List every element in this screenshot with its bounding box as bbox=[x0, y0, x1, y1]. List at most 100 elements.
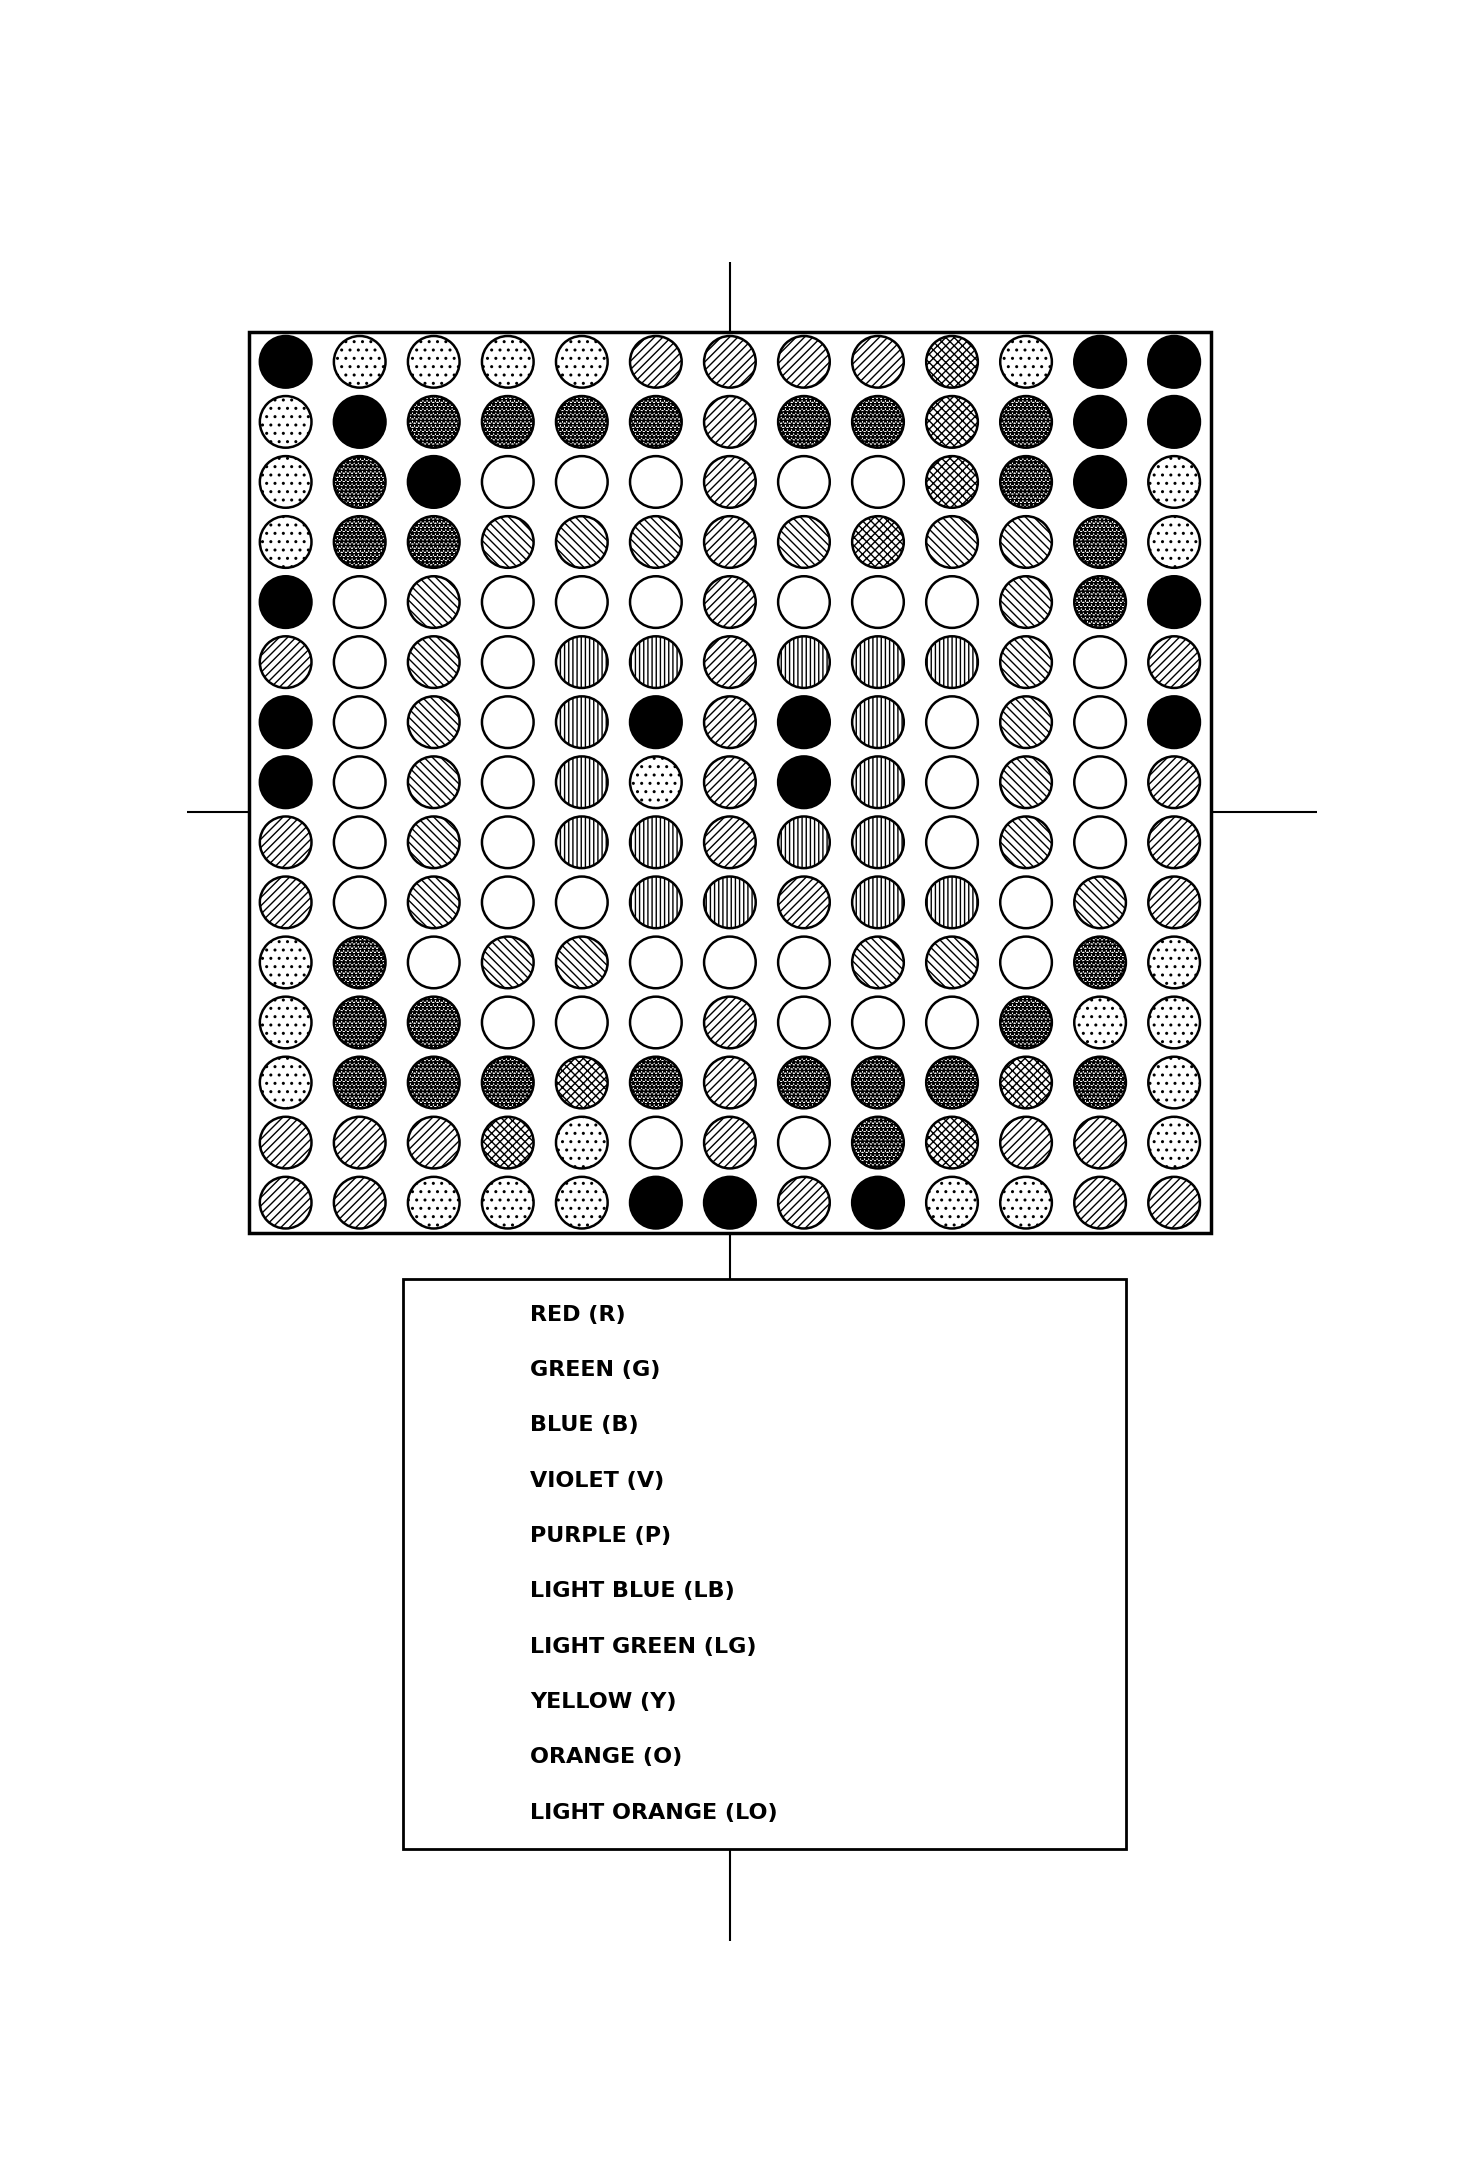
Circle shape bbox=[334, 936, 386, 988]
Circle shape bbox=[1000, 997, 1052, 1049]
Circle shape bbox=[260, 696, 311, 748]
Circle shape bbox=[629, 997, 682, 1049]
Circle shape bbox=[629, 637, 682, 687]
Circle shape bbox=[778, 1117, 830, 1169]
Text: RED (R): RED (R) bbox=[530, 1304, 625, 1324]
Circle shape bbox=[852, 816, 904, 868]
Circle shape bbox=[926, 336, 978, 388]
Circle shape bbox=[1149, 997, 1200, 1049]
Circle shape bbox=[1074, 576, 1125, 628]
Text: LIGHT GREEN (LG): LIGHT GREEN (LG) bbox=[530, 1636, 756, 1658]
Circle shape bbox=[852, 1117, 904, 1169]
Circle shape bbox=[334, 1178, 386, 1228]
Circle shape bbox=[408, 336, 459, 388]
Circle shape bbox=[1000, 877, 1052, 929]
Circle shape bbox=[852, 397, 904, 447]
Circle shape bbox=[926, 877, 978, 929]
Circle shape bbox=[1074, 517, 1125, 567]
Circle shape bbox=[852, 637, 904, 687]
Text: GREEN (G): GREEN (G) bbox=[530, 1361, 660, 1381]
Circle shape bbox=[704, 877, 756, 929]
Circle shape bbox=[260, 816, 311, 868]
Circle shape bbox=[483, 336, 534, 388]
Text: LIGHT BLUE (LB): LIGHT BLUE (LB) bbox=[530, 1581, 735, 1601]
Circle shape bbox=[483, 1058, 534, 1108]
Circle shape bbox=[1149, 576, 1200, 628]
Circle shape bbox=[1074, 816, 1125, 868]
Circle shape bbox=[1000, 456, 1052, 508]
Circle shape bbox=[1149, 816, 1200, 868]
Circle shape bbox=[556, 397, 607, 447]
Circle shape bbox=[778, 397, 830, 447]
Circle shape bbox=[556, 816, 607, 868]
Circle shape bbox=[704, 757, 756, 809]
Circle shape bbox=[926, 757, 978, 809]
Circle shape bbox=[926, 816, 978, 868]
Circle shape bbox=[447, 1459, 489, 1503]
Circle shape bbox=[1000, 1117, 1052, 1169]
Circle shape bbox=[1149, 877, 1200, 929]
Circle shape bbox=[778, 757, 830, 809]
Circle shape bbox=[778, 576, 830, 628]
Circle shape bbox=[334, 336, 386, 388]
Circle shape bbox=[447, 1793, 489, 1834]
Circle shape bbox=[926, 576, 978, 628]
Circle shape bbox=[778, 637, 830, 687]
Circle shape bbox=[334, 1058, 386, 1108]
Circle shape bbox=[334, 757, 386, 809]
Circle shape bbox=[260, 997, 311, 1049]
Circle shape bbox=[852, 456, 904, 508]
Circle shape bbox=[1149, 1117, 1200, 1169]
Circle shape bbox=[778, 816, 830, 868]
Circle shape bbox=[408, 397, 459, 447]
Circle shape bbox=[1074, 336, 1125, 388]
Circle shape bbox=[1074, 397, 1125, 447]
Text: YELLOW (Y): YELLOW (Y) bbox=[530, 1692, 676, 1712]
Circle shape bbox=[778, 1058, 830, 1108]
Circle shape bbox=[704, 816, 756, 868]
Circle shape bbox=[926, 1117, 978, 1169]
Circle shape bbox=[1074, 936, 1125, 988]
Circle shape bbox=[334, 637, 386, 687]
Circle shape bbox=[704, 336, 756, 388]
Circle shape bbox=[483, 816, 534, 868]
Circle shape bbox=[1149, 936, 1200, 988]
Circle shape bbox=[483, 997, 534, 1049]
Circle shape bbox=[1074, 1058, 1125, 1108]
Circle shape bbox=[408, 517, 459, 567]
Circle shape bbox=[483, 637, 534, 687]
Text: BLUE (B): BLUE (B) bbox=[530, 1415, 638, 1435]
Circle shape bbox=[778, 696, 830, 748]
Circle shape bbox=[852, 997, 904, 1049]
Circle shape bbox=[1000, 1178, 1052, 1228]
Circle shape bbox=[629, 816, 682, 868]
Circle shape bbox=[629, 936, 682, 988]
Circle shape bbox=[260, 877, 311, 929]
Circle shape bbox=[408, 816, 459, 868]
Circle shape bbox=[852, 877, 904, 929]
Circle shape bbox=[408, 1178, 459, 1228]
Circle shape bbox=[260, 1058, 311, 1108]
Circle shape bbox=[260, 576, 311, 628]
Circle shape bbox=[334, 456, 386, 508]
Circle shape bbox=[483, 517, 534, 567]
Circle shape bbox=[778, 517, 830, 567]
Circle shape bbox=[483, 1117, 534, 1169]
Circle shape bbox=[852, 1058, 904, 1108]
Circle shape bbox=[704, 696, 756, 748]
Circle shape bbox=[1149, 397, 1200, 447]
Circle shape bbox=[483, 877, 534, 929]
Circle shape bbox=[852, 336, 904, 388]
Circle shape bbox=[1149, 696, 1200, 748]
Circle shape bbox=[408, 456, 459, 508]
Circle shape bbox=[704, 397, 756, 447]
Text: ORANGE (O): ORANGE (O) bbox=[530, 1747, 682, 1767]
Circle shape bbox=[334, 696, 386, 748]
Circle shape bbox=[334, 997, 386, 1049]
Circle shape bbox=[704, 1058, 756, 1108]
Circle shape bbox=[852, 1178, 904, 1228]
Circle shape bbox=[926, 637, 978, 687]
Circle shape bbox=[334, 816, 386, 868]
Circle shape bbox=[1000, 936, 1052, 988]
Circle shape bbox=[629, 397, 682, 447]
